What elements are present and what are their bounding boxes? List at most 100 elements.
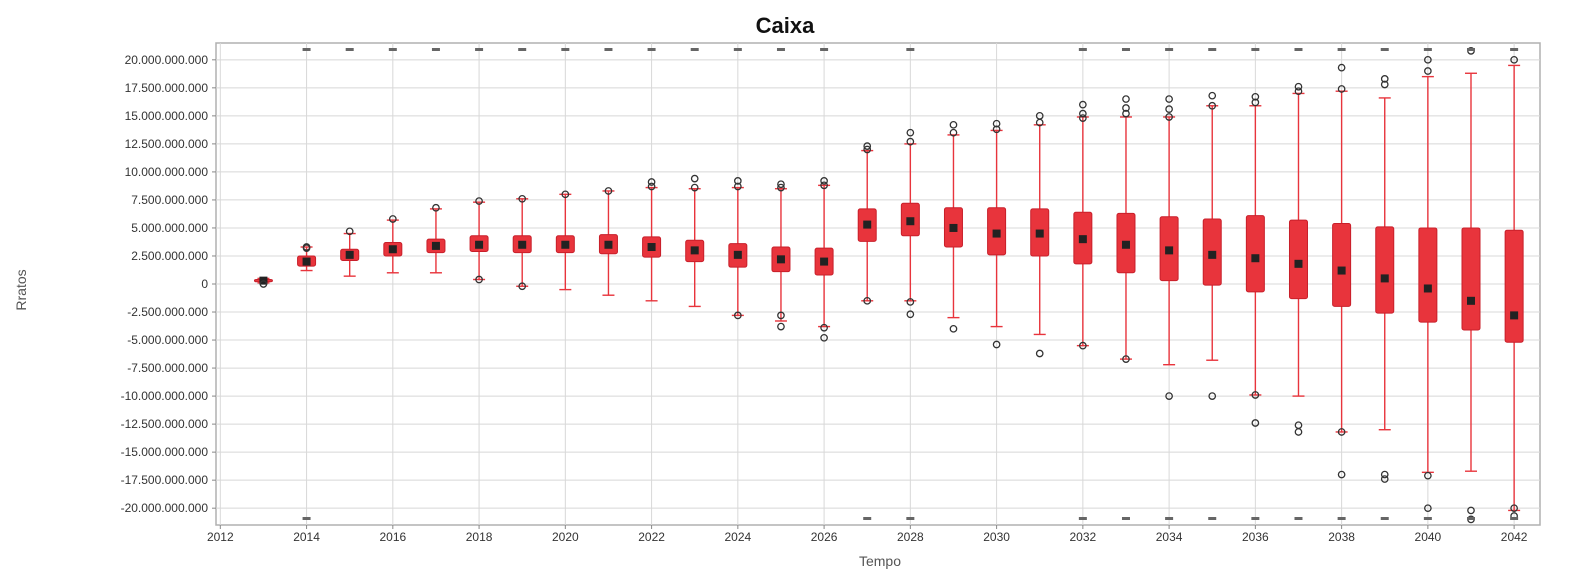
top-edge-marker xyxy=(1121,48,1130,51)
outlier-point xyxy=(820,323,828,332)
median-marker xyxy=(647,243,656,252)
box-2038 xyxy=(1332,90,1352,433)
bottom-edge-marker xyxy=(1510,517,1519,520)
median-marker xyxy=(1380,274,1389,283)
box-2017 xyxy=(426,208,446,274)
outlier-point xyxy=(906,310,915,319)
box-2015 xyxy=(340,232,360,277)
y-axis-label: Rratos xyxy=(13,269,29,310)
outlier-point xyxy=(733,182,742,191)
median-marker xyxy=(1121,240,1130,249)
top-edge-marker xyxy=(1078,48,1087,51)
median-marker xyxy=(1466,296,1475,305)
y-tick-label: 0 xyxy=(201,277,208,291)
outlier-point xyxy=(432,203,440,212)
median-marker xyxy=(561,240,570,249)
median-marker xyxy=(949,223,958,232)
outlier-point xyxy=(733,311,742,320)
median-marker xyxy=(431,241,440,250)
y-tick-label: 7.500.000.000 xyxy=(131,193,208,207)
box-2041 xyxy=(1461,72,1481,472)
top-edge-marker xyxy=(647,48,656,51)
box-2039 xyxy=(1375,97,1395,431)
median-marker xyxy=(992,229,1001,238)
box-2028 xyxy=(900,143,920,302)
outlier-point xyxy=(1165,113,1173,121)
x-tick-label: 2014 xyxy=(293,530,320,544)
outlier-point xyxy=(604,187,613,195)
x-axis-label: Tempo xyxy=(859,553,901,569)
outlier-point xyxy=(1337,428,1346,436)
y-tick-label: 20.000.000.000 xyxy=(125,53,209,67)
outlier-point xyxy=(1165,392,1173,400)
median-marker xyxy=(1035,229,1044,238)
median-marker xyxy=(604,240,613,249)
outlier-point xyxy=(1035,349,1044,358)
outlier-point xyxy=(1467,506,1475,515)
outlier-point xyxy=(777,183,785,192)
x-tick-label: 2030 xyxy=(983,530,1010,544)
top-edge-marker xyxy=(1510,48,1519,51)
outlier-point xyxy=(949,128,958,137)
x-tick-label: 2034 xyxy=(1156,530,1183,544)
box-2032 xyxy=(1073,116,1093,347)
top-edge-marker xyxy=(1380,48,1389,51)
box-2040 xyxy=(1418,75,1438,474)
median-marker xyxy=(518,240,527,249)
median-marker xyxy=(1294,259,1303,268)
top-edge-marker xyxy=(820,48,829,51)
bottom-edge-marker xyxy=(1251,517,1260,520)
y-tick-label: 10.000.000.000 xyxy=(125,165,209,179)
top-edge-marker xyxy=(906,48,915,51)
y-tick-label: -12.500.000.000 xyxy=(121,417,209,431)
outlier-point xyxy=(1251,391,1260,399)
x-tick-label: 2040 xyxy=(1415,530,1442,544)
outlier-point xyxy=(1337,85,1346,93)
median-marker xyxy=(1423,284,1432,293)
outlier-point xyxy=(1294,428,1303,436)
outlier-point xyxy=(863,145,872,154)
outlier-point xyxy=(1122,355,1130,363)
box-iqr xyxy=(1504,229,1524,343)
top-edge-marker xyxy=(1466,48,1475,51)
outlier-point xyxy=(863,142,872,150)
y-tick-label: -2.500.000.000 xyxy=(127,305,208,319)
bottom-edge-marker xyxy=(1466,517,1475,520)
x-tick-label: 2020 xyxy=(552,530,579,544)
y-tick-label: -15.000.000.000 xyxy=(121,445,209,459)
outlier-point xyxy=(1208,392,1217,400)
box-2027 xyxy=(857,149,877,302)
outlier-point xyxy=(1424,471,1432,480)
x-tick-label: 2022 xyxy=(638,530,665,544)
box-2036 xyxy=(1245,105,1265,396)
outlier-point xyxy=(820,177,828,185)
box-iqr xyxy=(1375,226,1395,314)
outlier-point xyxy=(647,178,656,186)
box-2026 xyxy=(814,184,834,328)
outlier-point xyxy=(1122,109,1130,118)
box-2018 xyxy=(469,201,489,281)
box-2035 xyxy=(1202,105,1222,361)
median-marker xyxy=(302,257,311,266)
box-2016 xyxy=(383,219,403,274)
box-2021 xyxy=(598,190,618,296)
outlier-point xyxy=(1165,95,1173,103)
outlier-point xyxy=(518,194,527,203)
outlier-point xyxy=(345,227,354,236)
top-edge-marker xyxy=(518,48,527,51)
median-marker xyxy=(1208,250,1217,259)
x-tick-label: 2018 xyxy=(466,530,493,544)
top-edge-marker xyxy=(388,48,397,51)
outlier-point xyxy=(1251,92,1260,101)
y-tick-label: 2.500.000.000 xyxy=(131,249,208,263)
outlier-point xyxy=(1251,98,1260,107)
outlier-point xyxy=(690,183,699,192)
outlier-point xyxy=(475,197,483,205)
median-marker xyxy=(733,250,742,259)
y-tick-label: 17.500.000.000 xyxy=(125,81,209,95)
y-tick-label: -5.000.000.000 xyxy=(127,333,208,347)
bottom-edge-marker xyxy=(1165,517,1174,520)
box-series xyxy=(253,64,1524,512)
outlier-point xyxy=(992,119,1001,128)
x-tick-label: 2036 xyxy=(1242,530,1269,544)
